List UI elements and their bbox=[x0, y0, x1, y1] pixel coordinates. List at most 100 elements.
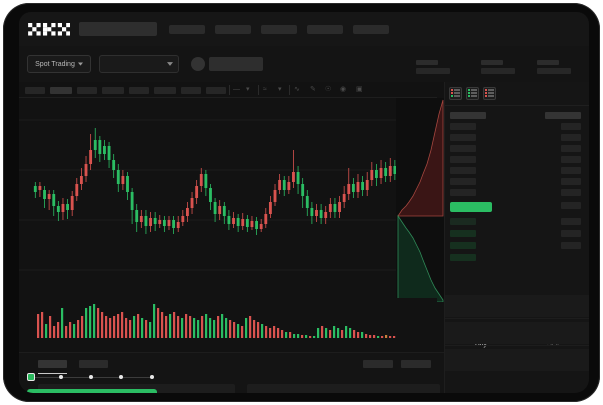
tab-buy[interactable]: Buy bbox=[445, 341, 517, 348]
timeframe-chip[interactable] bbox=[50, 87, 72, 94]
search-input[interactable] bbox=[79, 22, 157, 36]
orderbook-bids-icon[interactable] bbox=[466, 87, 479, 100]
amount-field[interactable] bbox=[445, 322, 589, 344]
app-header bbox=[19, 12, 589, 46]
chevron-down-icon bbox=[77, 62, 83, 66]
orderbook-header-right bbox=[545, 112, 581, 119]
orderbook-ask-row[interactable] bbox=[561, 134, 581, 141]
orderbook-ask-row[interactable] bbox=[450, 178, 476, 185]
nav-item-3[interactable] bbox=[261, 25, 297, 34]
orderbook-ask-row[interactable] bbox=[450, 134, 476, 141]
orderbook-ask-row[interactable] bbox=[450, 156, 476, 163]
timeframe-chip[interactable] bbox=[181, 87, 201, 94]
timeframe-chip[interactable] bbox=[129, 87, 149, 94]
timeframe-chip[interactable] bbox=[102, 87, 124, 94]
app-screen: Spot Trading bbox=[19, 12, 589, 393]
slider-handle[interactable] bbox=[27, 373, 35, 381]
orderbook-bid-row[interactable] bbox=[450, 242, 476, 249]
orderbook-divider bbox=[445, 105, 589, 106]
candles-icon[interactable]: ⎯⎯ bbox=[233, 86, 240, 93]
bottom-action-2[interactable] bbox=[401, 360, 431, 368]
slider-stop-100[interactable] bbox=[150, 375, 154, 379]
trading-pair-dropdown[interactable] bbox=[99, 55, 179, 73]
field-divider bbox=[445, 345, 589, 346]
toolbar-divider bbox=[289, 85, 290, 95]
orderbook-ask-row[interactable] bbox=[561, 145, 581, 152]
depth-chart-overlay[interactable] bbox=[396, 98, 444, 302]
orderbook-asks-icon[interactable] bbox=[483, 87, 496, 100]
orderbook-header-left bbox=[450, 112, 486, 119]
timeframe-chip[interactable] bbox=[25, 87, 45, 94]
pencil-icon[interactable]: ✎ bbox=[310, 86, 316, 93]
tab-sell[interactable]: Sell bbox=[517, 341, 589, 348]
indicator-icon[interactable]: ≈ bbox=[263, 86, 267, 93]
orderbook-bid-row[interactable] bbox=[561, 242, 581, 249]
volume-series bbox=[37, 304, 396, 338]
nav-item-4[interactable] bbox=[307, 25, 343, 34]
timeframe-chip[interactable] bbox=[206, 87, 226, 94]
total-field[interactable] bbox=[445, 349, 589, 371]
nav-item-1[interactable] bbox=[169, 25, 205, 34]
price-field[interactable] bbox=[445, 295, 589, 317]
bid-depth-area bbox=[397, 214, 444, 302]
slider-stop-25[interactable] bbox=[59, 375, 63, 379]
chart-gridlines bbox=[19, 119, 437, 271]
volume-histogram[interactable] bbox=[19, 298, 437, 350]
orderbook-bid-row[interactable] bbox=[450, 254, 476, 261]
bottom-tab-active[interactable] bbox=[38, 360, 67, 368]
orders-card-left[interactable] bbox=[38, 384, 235, 393]
fullscreen-icon[interactable]: ▣ bbox=[356, 86, 363, 93]
orderbook-ask-row[interactable] bbox=[450, 189, 476, 196]
orderbook-ask-row[interactable] bbox=[561, 123, 581, 130]
buy-submit-button[interactable] bbox=[27, 389, 157, 393]
chevron-down-icon[interactable]: ▾ bbox=[278, 86, 282, 93]
orderbook-ask-row[interactable] bbox=[561, 156, 581, 163]
magnet-icon[interactable]: ☉ bbox=[325, 86, 332, 93]
slider-stop-50[interactable] bbox=[89, 375, 93, 379]
percent-slider[interactable] bbox=[27, 373, 157, 383]
chevron-down-icon[interactable]: ▾ bbox=[246, 86, 250, 93]
chevron-down-icon bbox=[167, 62, 173, 66]
orderbook-bid-row[interactable] bbox=[561, 202, 581, 209]
orderbook-bid-row[interactable] bbox=[561, 218, 581, 225]
slider-stop-75[interactable] bbox=[119, 375, 123, 379]
stat-label bbox=[537, 60, 559, 65]
candlestick-chart[interactable] bbox=[19, 98, 437, 298]
order-book-panel: Buy Sell bbox=[444, 82, 589, 393]
orderbook-view-modes bbox=[449, 87, 496, 100]
nav-item-5[interactable] bbox=[353, 25, 389, 34]
bottom-tab-indicator bbox=[38, 373, 67, 374]
timeframe-chip[interactable] bbox=[77, 87, 97, 94]
stat-label bbox=[481, 60, 503, 65]
stat-value bbox=[416, 68, 450, 74]
orderbook-last-price-row[interactable] bbox=[450, 202, 492, 212]
orders-card-right[interactable] bbox=[247, 384, 440, 393]
bottom-tab-inactive[interactable] bbox=[79, 360, 108, 368]
stat-value bbox=[537, 68, 571, 74]
orderbook-bid-row[interactable] bbox=[561, 230, 581, 237]
orderbook-bid-row[interactable] bbox=[450, 218, 476, 225]
timeframe-chip[interactable] bbox=[154, 87, 176, 94]
orderbook-ask-row[interactable] bbox=[561, 178, 581, 185]
trading-mode-dropdown[interactable]: Spot Trading bbox=[27, 55, 91, 73]
nav-item-2[interactable] bbox=[215, 25, 251, 34]
chart-toolbar: ⎯⎯ ▾ ≈ ▾ ∿ ✎ ☉ ◉ ▣ bbox=[19, 82, 437, 98]
orderbook-ask-row[interactable] bbox=[450, 145, 476, 152]
orderbook-ask-row[interactable] bbox=[561, 167, 581, 174]
okx-logo-icon[interactable] bbox=[28, 23, 70, 36]
settings-icon[interactable]: ◉ bbox=[340, 86, 347, 93]
trend-line-icon[interactable]: ∿ bbox=[294, 86, 300, 93]
toolbar-divider bbox=[258, 85, 259, 95]
market-stat-1 bbox=[416, 60, 450, 74]
market-stat-2 bbox=[481, 60, 515, 74]
market-toolbar: Spot Trading bbox=[19, 46, 589, 82]
stat-label bbox=[416, 60, 438, 65]
orderbook-both-icon[interactable] bbox=[449, 87, 462, 100]
bottom-action-1[interactable] bbox=[363, 360, 393, 368]
toolbar-divider bbox=[229, 85, 230, 95]
trading-mode-label: Spot Trading bbox=[35, 60, 75, 68]
orderbook-ask-row[interactable] bbox=[561, 189, 581, 196]
orderbook-ask-row[interactable] bbox=[450, 123, 476, 130]
orderbook-ask-row[interactable] bbox=[450, 167, 476, 174]
orderbook-bid-row[interactable] bbox=[450, 230, 476, 237]
